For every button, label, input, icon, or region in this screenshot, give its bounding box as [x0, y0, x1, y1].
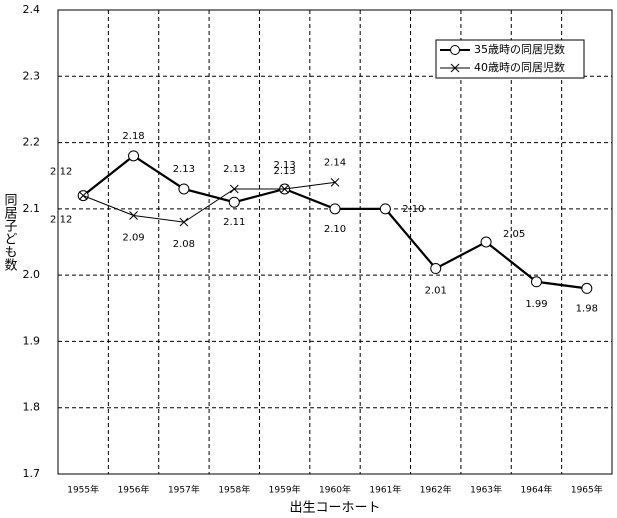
data-label: 2.13	[274, 160, 296, 171]
y-axis-label-group: 同居子ども数	[2, 193, 18, 271]
data-label: 2.10	[324, 224, 346, 235]
x-axis-label: 出生コーホート	[289, 501, 380, 516]
legend-label: 40歳時の同居児数	[474, 61, 565, 74]
marker	[129, 211, 138, 220]
marker	[330, 177, 340, 187]
data-label: 2.08	[173, 239, 195, 250]
x-tick-label: 1964年	[521, 484, 553, 496]
data-label: 1.99	[525, 299, 547, 310]
x-tick-label: 1965年	[571, 484, 603, 496]
marker	[329, 203, 341, 215]
x-tick-label: 1962年	[420, 484, 452, 496]
x-tick-label: 1961年	[369, 484, 401, 496]
x-tick-label: 1959年	[269, 484, 301, 496]
legend-marker	[450, 45, 460, 55]
marker	[530, 276, 542, 288]
marker	[480, 236, 492, 248]
data-label: 2.13	[173, 164, 195, 175]
data-label: 2.18	[122, 131, 144, 142]
data-label: 2.09	[122, 232, 144, 243]
marker	[280, 184, 289, 194]
legend-label: 35歳時の同居児数	[474, 43, 565, 56]
y-tick-label: 1.8	[23, 401, 41, 414]
data-label: 1.98	[576, 303, 598, 314]
data-label: 2.13	[223, 164, 245, 175]
y-tick-label: 2.0	[23, 268, 41, 281]
data-label: 2.10	[402, 204, 424, 215]
marker	[229, 184, 239, 194]
line-series	[82, 181, 336, 223]
x-tick-label: 1960年	[319, 484, 351, 496]
data-label: 2.11	[223, 217, 245, 228]
x-tick-label: 1963年	[470, 484, 502, 496]
y-tick-label: 2.4	[23, 3, 41, 16]
marker	[430, 263, 442, 275]
data-label: 2.05	[503, 229, 525, 240]
y-tick-label: 2.3	[23, 69, 41, 82]
x-tick-label: 1956年	[118, 484, 150, 496]
data-label: 2.12	[50, 167, 72, 178]
plot-frame	[57, 9, 613, 475]
marker	[179, 217, 189, 227]
x-tick-label: 1958年	[218, 484, 250, 496]
marker	[581, 282, 593, 294]
y-tick-label: 2.1	[23, 202, 41, 215]
marker	[228, 196, 240, 208]
data-label: 2.13	[274, 166, 296, 177]
data-label: 2.01	[425, 286, 447, 297]
marker	[78, 191, 88, 200]
y-tick-label: 2.2	[23, 136, 41, 149]
y-tick-label: 1.7	[23, 467, 41, 480]
marker	[379, 203, 391, 215]
marker	[128, 150, 140, 162]
y-tick-label: 1.9	[23, 334, 41, 347]
legend-box	[435, 39, 585, 79]
legend-marker	[450, 63, 460, 73]
data-label: 2.12	[50, 215, 72, 226]
marker	[178, 183, 190, 195]
y-axis-label: 同居子ども数	[2, 193, 18, 271]
x-tick-label: 1957年	[168, 484, 200, 496]
x-tick-label: 1955年	[67, 484, 99, 496]
data-label: 2.14	[324, 157, 346, 168]
